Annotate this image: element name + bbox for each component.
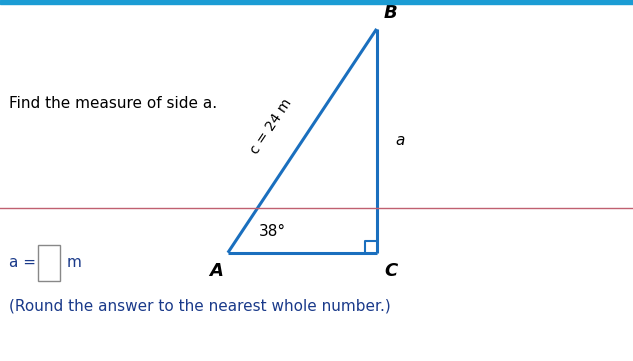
Bar (38, 245, 60, 281)
Text: C: C (384, 262, 397, 280)
Text: a =: a = (9, 255, 41, 270)
Text: B: B (384, 4, 398, 22)
Text: a: a (396, 133, 405, 148)
Text: (Round the answer to the nearest whole number.): (Round the answer to the nearest whole n… (9, 299, 391, 313)
Text: m: m (66, 255, 81, 270)
Text: A: A (210, 262, 223, 280)
Text: 38°: 38° (259, 223, 285, 239)
Text: c = 24 m: c = 24 m (248, 96, 294, 156)
Text: Find the measure of side a.: Find the measure of side a. (9, 96, 218, 111)
